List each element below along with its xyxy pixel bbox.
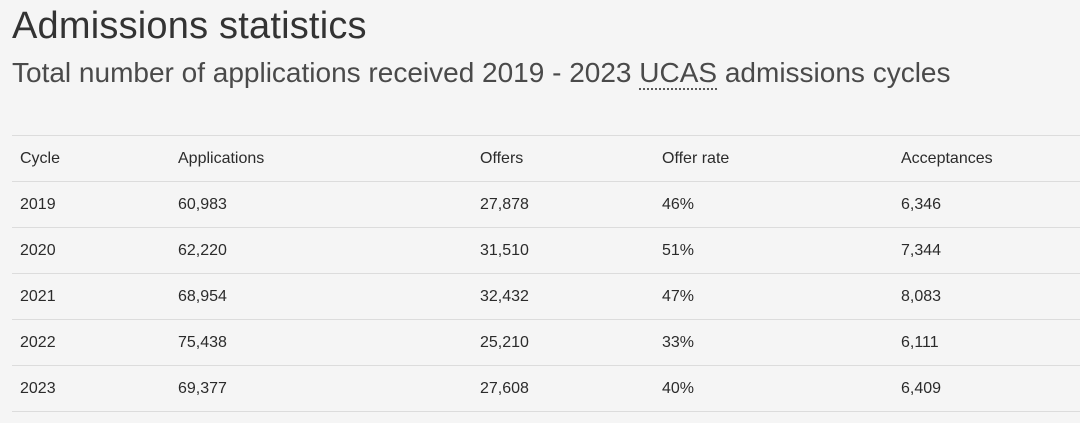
- admissions-table: Cycle Applications Offers Offer rate Acc…: [12, 135, 1080, 412]
- cell-applications: 60,983: [170, 181, 472, 228]
- cell-offer-rate: 33%: [654, 319, 893, 366]
- page-title: Admissions statistics: [12, 5, 367, 47]
- cell-cycle: 2020: [12, 227, 170, 274]
- header-offers: Offers: [472, 135, 654, 182]
- table-row: 2023 69,377 27,608 40% 6,409: [12, 365, 1080, 412]
- table-row: 2022 75,438 25,210 33% 6,111: [12, 319, 1080, 366]
- cell-offer-rate: 46%: [654, 181, 893, 228]
- table-row: 2021 68,954 32,432 47% 8,083: [12, 273, 1080, 320]
- cell-cycle: 2021: [12, 273, 170, 320]
- cell-acceptances: 7,344: [893, 227, 1080, 274]
- cell-offers: 32,432: [472, 273, 654, 320]
- cell-cycle: 2019: [12, 181, 170, 228]
- header-applications: Applications: [170, 135, 472, 182]
- subtitle-text-end: admissions cycles: [717, 57, 951, 88]
- cell-offers: 31,510: [472, 227, 654, 274]
- header-cycle: Cycle: [12, 135, 170, 182]
- subtitle-text-start: Total number of applications received 20…: [12, 57, 640, 88]
- ucas-abbreviation[interactable]: UCAS: [639, 57, 718, 90]
- table-header-row: Cycle Applications Offers Offer rate Acc…: [12, 135, 1080, 182]
- header-acceptances: Acceptances: [893, 135, 1080, 182]
- cell-acceptances: 6,111: [893, 319, 1080, 366]
- cell-applications: 69,377: [170, 365, 472, 412]
- page-subtitle: Total number of applications received 20…: [12, 53, 950, 93]
- cell-applications: 62,220: [170, 227, 472, 274]
- cell-acceptances: 8,083: [893, 273, 1080, 320]
- cell-cycle: 2023: [12, 365, 170, 412]
- cell-offers: 27,878: [472, 181, 654, 228]
- cell-offer-rate: 51%: [654, 227, 893, 274]
- cell-acceptances: 6,346: [893, 181, 1080, 228]
- header-offer-rate: Offer rate: [654, 135, 893, 182]
- table-row: 2020 62,220 31,510 51% 7,344: [12, 227, 1080, 274]
- cell-applications: 68,954: [170, 273, 472, 320]
- cell-applications: 75,438: [170, 319, 472, 366]
- table-row: 2019 60,983 27,878 46% 6,346: [12, 181, 1080, 228]
- cell-offer-rate: 47%: [654, 273, 893, 320]
- cell-offers: 27,608: [472, 365, 654, 412]
- cell-cycle: 2022: [12, 319, 170, 366]
- cell-offers: 25,210: [472, 319, 654, 366]
- cell-acceptances: 6,409: [893, 365, 1080, 412]
- cell-offer-rate: 40%: [654, 365, 893, 412]
